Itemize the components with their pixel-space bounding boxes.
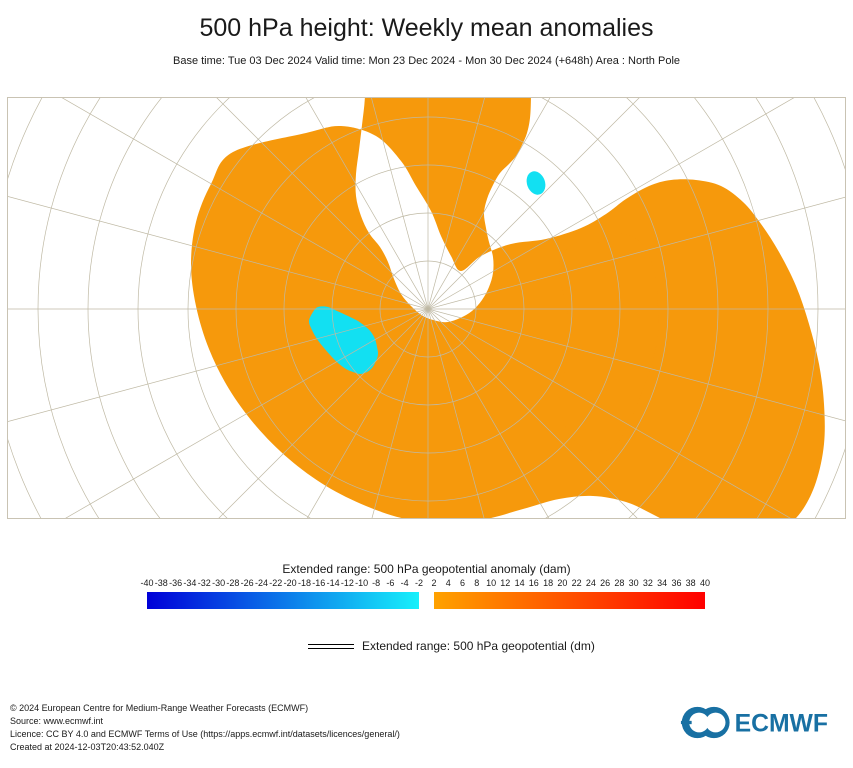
svg-text:ECMWF: ECMWF [735,711,828,738]
